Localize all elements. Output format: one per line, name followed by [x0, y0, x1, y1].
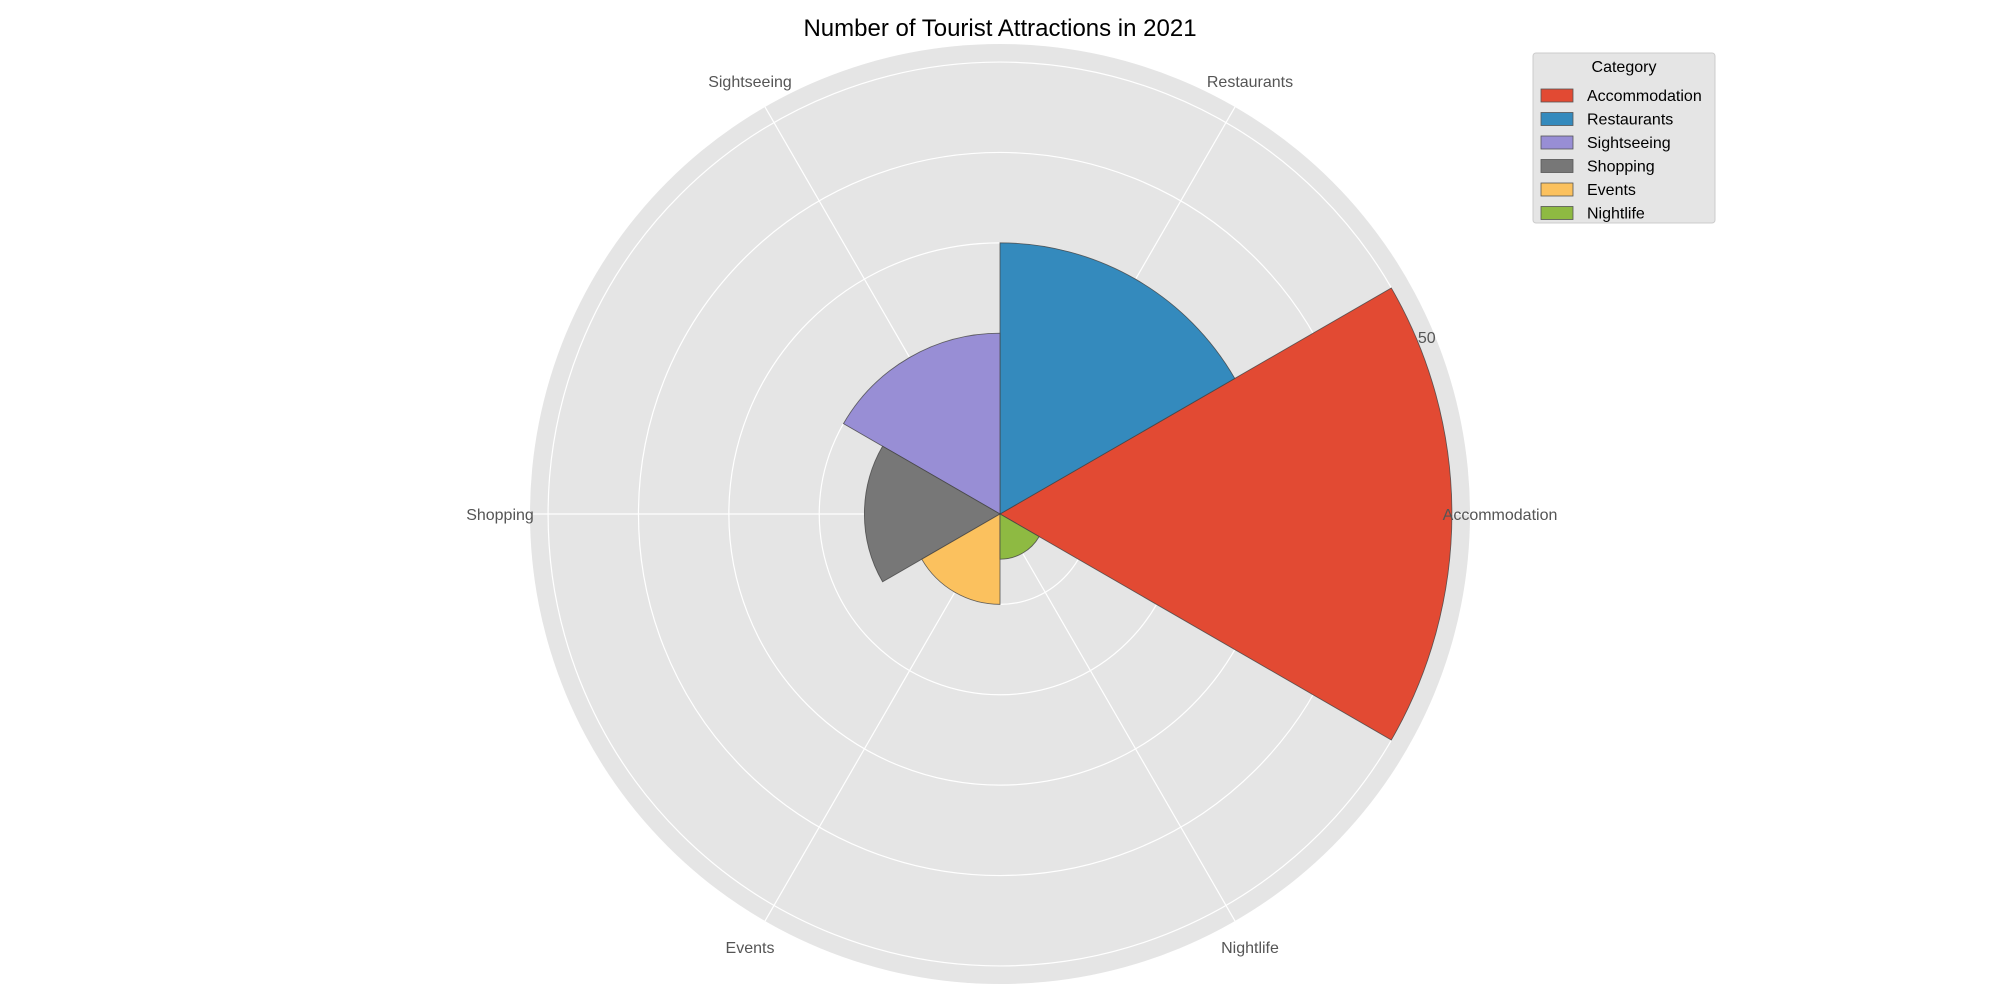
legend-swatch [1540, 112, 1574, 126]
radial-tick-label: 50 [1418, 330, 1436, 347]
bar-shopping [864, 445, 1001, 583]
category-label: Accommodation [1443, 507, 1558, 524]
bar-accommodation [999, 287, 1453, 741]
legend-label: Shopping [1587, 159, 1655, 176]
legend-label: Accommodation [1587, 88, 1702, 105]
legend-label: Restaurants [1587, 112, 1673, 129]
category-axis-labels: Accommodation Restaurants Sightseeing Shopp… [466, 74, 1557, 957]
legend-box [1532, 52, 1716, 224]
legend-title: Category [1592, 59, 1657, 76]
legend-label: Sightseeing [1587, 135, 1671, 152]
legend-swatch [1540, 135, 1574, 150]
legend-swatch [1540, 206, 1574, 220]
category-label: Shopping [466, 507, 534, 524]
category-label: Nightlife [1221, 940, 1279, 957]
bar-restaurants [999, 242, 1236, 515]
category-label: Restaurants [1207, 74, 1293, 91]
legend-label: Nightlife [1587, 206, 1645, 223]
bar-nightlife [999, 513, 1040, 560]
legend-item: Nightlife [1540, 206, 1645, 223]
legend-item: Shopping [1540, 159, 1655, 176]
legend-entries: Accommodation Restaurants Sightseeing Shopp… [1540, 88, 1702, 223]
legend-item: Events [1540, 182, 1636, 199]
bar-sightseeing [842, 332, 1001, 515]
legend-item: Sightseeing [1540, 135, 1671, 152]
bars [842, 242, 1453, 741]
legend-swatch [1540, 182, 1574, 197]
category-label: Events [726, 940, 775, 957]
legend-item: Restaurants [1540, 112, 1673, 129]
legend-label: Events [1587, 182, 1636, 199]
legend-swatch [1540, 88, 1574, 103]
legend-swatch [1540, 159, 1574, 173]
category-label: Sightseeing [708, 74, 792, 91]
radial-tick-labels: 50 [1418, 330, 1436, 347]
legend: Category Accommodation Restaurants Sightse… [1532, 52, 1716, 224]
legend-item: Accommodation [1540, 88, 1702, 105]
bar-events [921, 513, 1001, 605]
chart-title: Number of Tourist Attractions in 2021 [803, 15, 1196, 42]
grid-spoke [999, 513, 1236, 922]
